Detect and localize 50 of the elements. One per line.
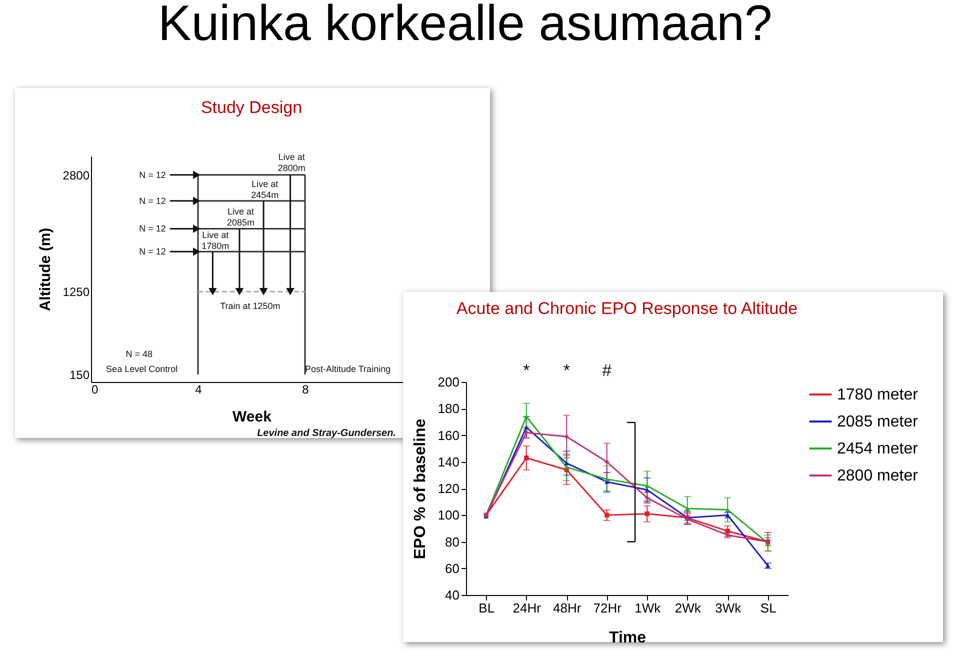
y-axis-title: EPO % of baseline [412,418,429,560]
text: * [523,361,530,380]
chart-title: Study Design [200,98,302,117]
legend-label: 2085 meter [837,414,919,430]
x-axis-title: Time [608,630,646,646]
text: Kuinka korkealle asumaan? [158,0,772,52]
y-tick-label: 120 [438,481,460,496]
annotation: N = 12 [139,170,166,180]
y-tick-label: 200 [438,374,460,390]
text: * [563,361,570,380]
x-tick-label: 8 [302,382,310,396]
annotation: N = 12 [139,196,166,206]
x-tick-label: 24Hr [512,600,542,616]
x-tick-label: 4 [195,382,202,396]
annotation: Post-Altitude Training [305,364,391,374]
annotation: Live at 1780m [202,230,230,252]
x-tick-label: 0 [92,382,98,396]
y-tick-label: 100 [438,508,460,523]
annotation: Sea Level Control [106,364,178,374]
x-tick-label: SL [760,600,776,616]
x-axis-title: Week [232,408,272,426]
annotation: N = 48 [126,349,153,360]
y-tick-label: 1250 [62,285,90,300]
y-tick-label: 40 [445,588,460,602]
x-tick-label: 48Hr [553,600,582,616]
text: # [602,361,612,380]
annotation: N = 12 [139,224,166,234]
y-axis-title: Altitude (m) [36,228,54,312]
legend-label: 2800 meter [837,468,919,484]
x-tick-label: 2Wk [674,600,702,616]
y-tick-label: 150 [69,368,90,382]
x-tick-label: 3Wk [715,600,742,616]
annotation: Live at 2800m [278,152,306,173]
y-tick-label: 80 [445,534,460,550]
annotation: N = 12 [139,246,166,257]
y-tick-label: 2800 [62,168,90,182]
annotation: Live at 2454m [251,178,279,200]
y-tick-label: 160 [438,428,460,443]
annotation: Train at 1250m [220,300,280,311]
legend-label: 2454 meter [837,440,919,458]
legend-label: 1780 meter [837,386,919,404]
y-tick-label: 60 [445,560,460,576]
annotation: Live at 2085m [227,206,255,228]
text: Levine and Stray-Gundersen. [257,428,396,439]
x-tick-label: 1Wk [634,600,662,616]
x-tick-label: 72Hr [593,600,622,616]
chart-title: Acute and Chronic EPO Response to Altitude [456,299,798,318]
y-tick-label: 140 [438,454,460,470]
x-tick-label: BL [478,600,495,616]
y-tick-label: 180 [438,401,460,416]
